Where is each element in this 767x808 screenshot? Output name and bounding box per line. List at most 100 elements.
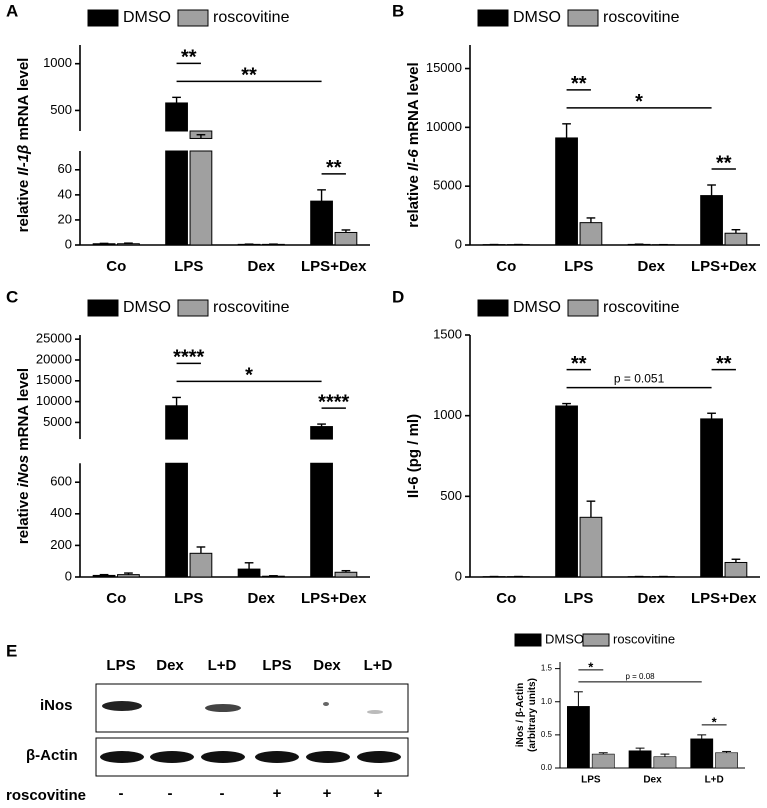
y-tick-label: 600	[50, 474, 72, 489]
significance-label: *	[588, 659, 594, 674]
legend-swatch	[177, 9, 209, 27]
y-tick-label: 5000	[43, 414, 72, 429]
bar	[724, 232, 748, 246]
y-axis-label-part: relative	[15, 487, 32, 544]
y-tick-label: 500	[50, 102, 72, 117]
y-tick-label: 15000	[426, 60, 462, 75]
band	[150, 751, 194, 763]
x-tick-label: Co	[496, 590, 516, 607]
y-tick-label: 1.5	[541, 664, 553, 673]
y-tick-label: 1500	[433, 326, 462, 341]
band	[357, 751, 401, 763]
y-axis-label-part: mRNA level	[15, 368, 32, 455]
treatment-mark: +	[273, 785, 282, 802]
lane-label: LPS	[262, 657, 291, 674]
x-tick-label: LPS	[581, 775, 601, 786]
legend-label: roscovitine	[213, 9, 290, 26]
bar	[165, 462, 188, 578]
legend-label: DMSO	[545, 631, 584, 646]
panel-letter: E	[6, 641, 17, 660]
legend-swatch	[477, 299, 509, 317]
x-tick-label: LPS	[564, 258, 593, 275]
legend-swatch	[567, 9, 599, 27]
y-tick-label: 0	[65, 236, 72, 251]
y-axis-label-part: Il-6 (pg / ml)	[405, 414, 422, 498]
treatment-mark: -	[168, 785, 173, 802]
significance-label: **	[716, 353, 732, 375]
y-tick-label: 400	[50, 505, 72, 520]
bar	[310, 462, 333, 578]
x-tick-label: Co	[106, 590, 126, 607]
x-tick-label: LPS	[174, 590, 203, 607]
legend-label: DMSO	[123, 9, 171, 26]
x-tick-label: Dex	[643, 775, 662, 786]
significance-label: **	[181, 47, 197, 69]
y-tick-label: 10000	[426, 119, 462, 134]
legend-label: roscovitine	[603, 9, 680, 26]
y-axis-label-part: mRNA level	[405, 62, 422, 149]
y-axis-label: relative iNos mRNA level	[15, 368, 32, 544]
lane-label: Dex	[313, 657, 341, 674]
row-label: β-Actin	[26, 747, 78, 764]
y-tick-label: 40	[58, 186, 72, 201]
legend-swatch	[87, 9, 119, 27]
y-axis-label: relative Il-1β mRNA level	[15, 58, 32, 233]
significance-label: **	[326, 157, 342, 179]
x-tick-label: LPS	[564, 590, 593, 607]
bar	[165, 405, 188, 440]
bar	[189, 150, 213, 246]
significance-label: **	[241, 65, 257, 87]
x-tick-label: LPS+Dex	[301, 258, 367, 275]
band	[102, 701, 142, 711]
panel-letter: A	[6, 1, 18, 20]
bar	[92, 574, 116, 578]
x-tick-label: Dex	[247, 590, 275, 607]
blot-box	[95, 683, 409, 733]
y-tick-label: 1.0	[541, 697, 553, 706]
x-tick-label: Dex	[247, 258, 275, 275]
band	[201, 751, 245, 763]
y-tick-label: 20	[58, 211, 72, 226]
bar	[700, 195, 723, 246]
legend-swatch	[567, 299, 599, 317]
band	[100, 751, 144, 763]
bar	[700, 418, 723, 578]
bar	[591, 753, 615, 769]
bar	[165, 150, 188, 246]
y-tick-label: 500	[440, 488, 462, 503]
bar	[715, 752, 738, 769]
y-tick-label: 0	[455, 568, 462, 583]
panel-letter: D	[392, 287, 404, 306]
bar	[189, 552, 213, 578]
treatment-mark: +	[374, 785, 383, 802]
legend-label: roscovitine	[213, 299, 290, 316]
y-axis-label-part: Il-1β	[15, 145, 32, 176]
significance-label: **	[716, 152, 732, 174]
y-tick-label: 25000	[36, 331, 72, 346]
significance-label: **	[571, 353, 587, 375]
legend-swatch	[87, 299, 119, 317]
y-tick-label: 200	[50, 537, 72, 552]
x-tick-label: Co	[106, 258, 126, 275]
bar	[334, 231, 358, 246]
y-axis-label-part: relative	[405, 171, 422, 228]
blot-box	[95, 737, 409, 777]
y-axis-label-part: mRNA level	[15, 58, 32, 145]
significance-label: **	[571, 73, 587, 95]
legend-label: DMSO	[513, 299, 561, 316]
significance-label: *	[635, 91, 643, 113]
legend-label: DMSO	[513, 9, 561, 26]
lane-label: L+D	[364, 657, 393, 674]
bar	[579, 222, 603, 246]
band	[306, 751, 350, 763]
legend-swatch	[477, 9, 509, 27]
lane-label: LPS	[106, 657, 135, 674]
y-tick-label: 5000	[433, 178, 462, 193]
band	[205, 704, 241, 712]
bar	[690, 738, 714, 769]
lane-label: Dex	[156, 657, 184, 674]
bar	[165, 102, 188, 132]
band	[367, 710, 383, 714]
y-tick-label: 0	[65, 568, 72, 583]
legend-swatch	[582, 633, 610, 647]
